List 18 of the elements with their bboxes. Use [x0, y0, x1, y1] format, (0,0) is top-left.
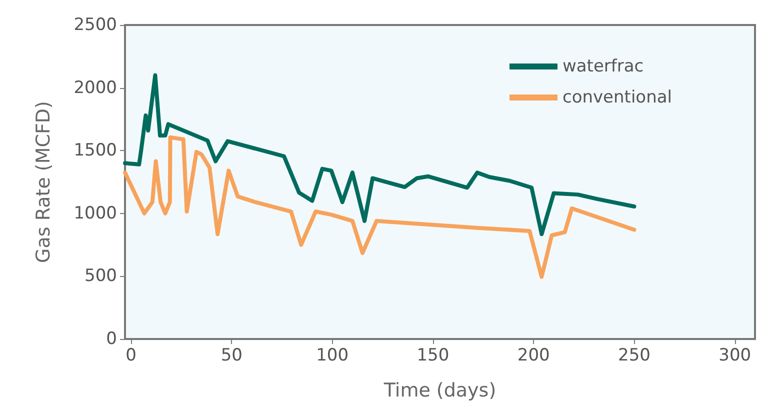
- line-series: [123, 135, 636, 279]
- x-axis-title: Time (days): [382, 380, 496, 402]
- x-tick-label: 200: [517, 346, 550, 366]
- x-tick-label: 50: [220, 346, 242, 366]
- y-tick-label: 0: [106, 329, 117, 349]
- y-tick-label: 500: [84, 266, 117, 286]
- x-tick-label: 150: [416, 346, 450, 366]
- legend-label: conventional: [562, 88, 672, 108]
- y-axis-title: Gas Rate (MCFD): [32, 101, 54, 263]
- y-tick-label: 2500: [74, 15, 117, 35]
- y-tick-label: 2000: [74, 78, 117, 98]
- x-tick-label: 0: [126, 346, 136, 366]
- x-tick-label: 250: [618, 346, 650, 366]
- y-tick-label: 1000: [74, 203, 117, 224]
- legend-label: waterfrac: [562, 56, 644, 76]
- x-tick-label: 300: [718, 346, 752, 366]
- x-tick-label: 100: [316, 346, 349, 366]
- y-tick-label: 1500: [74, 140, 117, 161]
